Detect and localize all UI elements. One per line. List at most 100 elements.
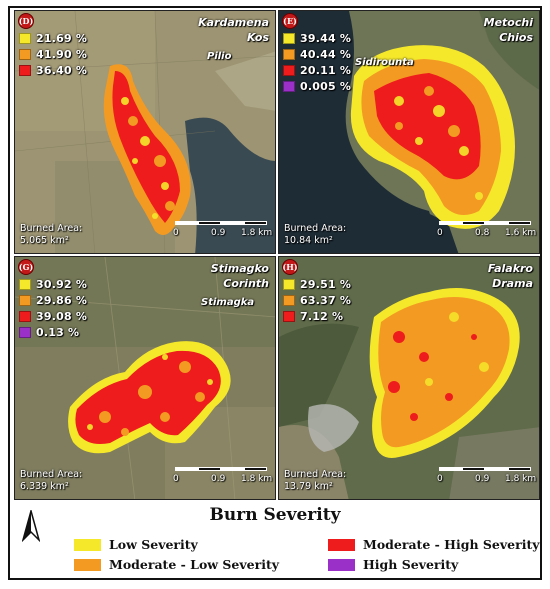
stat-row-high: 0.13 %: [19, 324, 87, 340]
low-swatch: [19, 32, 31, 44]
stat-high-pct: 0.005 %: [300, 79, 352, 93]
region-name: Drama: [492, 277, 533, 290]
legend-swatch-high: [328, 558, 355, 571]
mod-high-swatch: [19, 310, 31, 322]
stat-low-pct: 39.44 %: [300, 31, 352, 45]
panel-letter: (E): [282, 13, 298, 29]
stat-mod-low-pct: 40.44 %: [300, 47, 352, 61]
scale-tick-start: 0: [173, 228, 179, 238]
legend-swatch-low: [74, 538, 101, 551]
burned-area: Burned Area: 5.065 km²: [20, 223, 82, 247]
stat-row-mod-high: 39.08 %: [19, 308, 87, 324]
severity-stats: 30.92 % 29.86 % 39.08 % 0.13 %: [19, 276, 87, 340]
stat-row-mod-low: 63.37 %: [283, 292, 351, 308]
place-label: Sidirounta: [355, 57, 414, 68]
stat-row-mod-high: 7.12 %: [283, 308, 351, 324]
mod-low-swatch: [283, 294, 295, 306]
site-label: Kardamena Kos: [198, 15, 269, 45]
burned-area: Burned Area: 6.339 km²: [20, 469, 82, 493]
legend-label-low: Low Severity: [109, 537, 198, 552]
legend-swatch-mod-low: [74, 558, 101, 571]
stat-row-low: 30.92 %: [19, 276, 87, 292]
stat-row-low: 39.44 %: [283, 30, 351, 46]
legend-label-mod-high: Moderate - High Severity: [363, 537, 540, 552]
scale-tick-start: 0: [437, 474, 443, 484]
satellite-map-h: [279, 257, 539, 499]
stat-mod-high-pct: 7.12 %: [300, 309, 344, 323]
burned-area: Burned Area: 13.79 km²: [284, 469, 346, 493]
mod-low-swatch: [19, 294, 31, 306]
high-swatch: [19, 326, 31, 338]
stat-row-mod-low: 40.44 %: [283, 46, 351, 62]
legend-label-high: High Severity: [363, 557, 459, 572]
site-name: Kardamena: [198, 16, 269, 29]
burned-area-value: 6.339 km²: [20, 481, 69, 492]
stat-mod-high-pct: 39.08 %: [36, 309, 88, 323]
stat-high-pct: 0.13 %: [36, 325, 80, 339]
stat-low-pct: 30.92 %: [36, 277, 88, 291]
scale-tick-end: 1.8 km: [241, 474, 273, 484]
site-name: Metochi: [483, 16, 533, 29]
burned-area-label: Burned Area:: [20, 223, 83, 234]
stat-row-mod-low: 29.86 %: [19, 292, 87, 308]
mod-high-swatch: [283, 310, 295, 322]
stat-row-mod-high: 36.40 %: [19, 62, 87, 78]
panel-letter: (D): [18, 13, 34, 29]
figure-frame: (D) 21.69 % 41.90 % 36.40 % Kardamena Kos…: [8, 6, 542, 580]
region-name: Chios: [499, 31, 533, 44]
stat-low-pct: 29.51 %: [300, 277, 352, 291]
satellite-map-d: [15, 11, 275, 253]
map-panel-stimagko: (G) 30.92 % 29.86 % 39.08 % 0.13 % Stima…: [14, 256, 276, 500]
burned-area-label: Burned Area:: [284, 469, 347, 480]
satellite-map-e: [279, 11, 539, 253]
site-label: Metochi Chios: [484, 15, 533, 45]
scale-bar-graphic: [175, 221, 267, 225]
site-name: Stimagko: [210, 262, 269, 275]
low-swatch: [19, 278, 31, 290]
scale-bar-graphic: [439, 221, 531, 225]
site-label: Stimagko Corinth: [211, 261, 269, 291]
scale-tick-mid: 0.9: [475, 474, 490, 484]
legend-label-mod-low: Moderate - Low Severity: [109, 557, 279, 572]
stat-row-mod-high: 20.11 %: [283, 62, 351, 78]
burned-area: Burned Area: 10.84 km²: [284, 223, 346, 247]
scale-tick-mid: 0.8: [475, 228, 490, 238]
stat-row-low: 29.51 %: [283, 276, 351, 292]
scale-tick-mid: 0.9: [211, 228, 226, 238]
map-panel-kardamena: (D) 21.69 % 41.90 % 36.40 % Kardamena Kos…: [14, 10, 276, 254]
scale-bar: 0 0.9 1.8 km: [173, 221, 272, 243]
site-label: Falakro Drama: [488, 261, 533, 291]
mod-high-swatch: [19, 64, 31, 76]
scale-tick-end: 1.8 km: [505, 474, 537, 484]
stat-row-mod-low: 41.90 %: [19, 46, 87, 62]
burned-area-label: Burned Area:: [284, 223, 347, 234]
scale-tick-end: 1.8 km: [241, 228, 273, 238]
region-name: Kos: [246, 31, 269, 44]
legend: Burn Severity Low Severity Moderate - Lo…: [10, 502, 540, 578]
scale-tick-start: 0: [437, 228, 443, 238]
mod-low-swatch: [283, 48, 295, 60]
stat-mod-high-pct: 36.40 %: [36, 63, 88, 77]
panel-letter: (H): [282, 259, 298, 275]
scale-bar-graphic: [439, 467, 531, 471]
panel-letter: (G): [18, 259, 34, 275]
low-swatch: [283, 278, 295, 290]
low-swatch: [283, 32, 295, 44]
place-label: Stimagka: [201, 297, 255, 308]
legend-item-low: Low Severity: [74, 537, 198, 552]
burned-area-value: 5.065 km²: [20, 235, 69, 246]
severity-stats: 29.51 % 63.37 % 7.12 %: [283, 276, 351, 324]
map-panel-falakro: (H) 29.51 % 63.37 % 7.12 % Falakro Drama …: [278, 256, 540, 500]
stat-mod-low-pct: 63.37 %: [300, 293, 352, 307]
north-arrow-icon: [22, 510, 40, 542]
scale-bar: 0 0.9 1.8 km: [437, 467, 536, 489]
scale-tick-start: 0: [173, 474, 179, 484]
stat-row-low: 21.69 %: [19, 30, 87, 46]
severity-stats: 21.69 % 41.90 % 36.40 %: [19, 30, 87, 78]
scale-bar-graphic: [175, 467, 267, 471]
mod-high-swatch: [283, 64, 295, 76]
legend-title: Burn Severity: [209, 505, 341, 525]
stat-mod-low-pct: 41.90 %: [36, 47, 88, 61]
stat-low-pct: 21.69 %: [36, 31, 88, 45]
legend-swatch-mod-high: [328, 538, 355, 551]
